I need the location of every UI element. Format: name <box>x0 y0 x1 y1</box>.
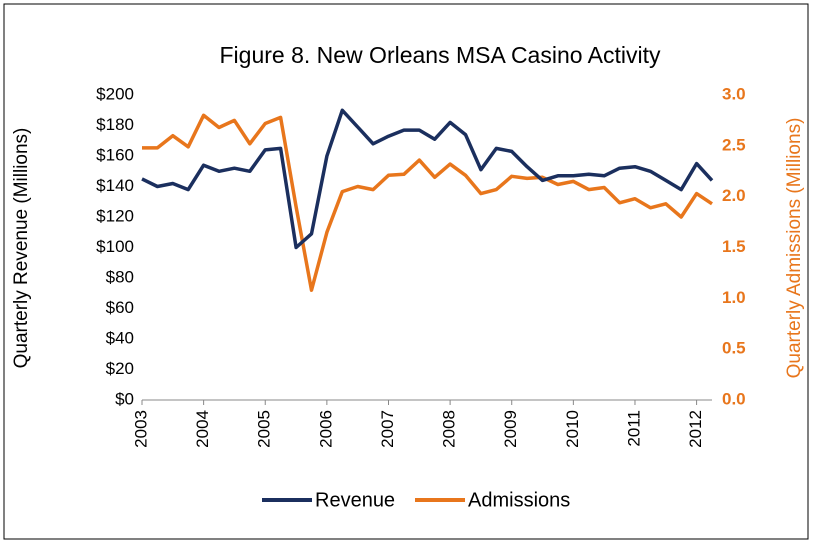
x-tick-label: 2009 <box>501 410 520 448</box>
y-tick-label: $200 <box>96 84 134 103</box>
y2-tick-label: 0.5 <box>722 339 746 358</box>
x-tick-label: 2005 <box>255 410 274 448</box>
x-tick-label: 2012 <box>686 410 705 448</box>
y-tick-label: $60 <box>106 298 134 317</box>
y-tick-label: $160 <box>96 145 134 164</box>
y2-tick-label: 0.0 <box>722 389 746 408</box>
x-tick-label: 2011 <box>624 410 643 447</box>
x-tick-label: 2010 <box>563 410 582 448</box>
chart-border <box>3 3 809 540</box>
y-tick-label: $100 <box>96 237 134 256</box>
y2-tick-label: 2.0 <box>722 186 746 205</box>
y-axis-title: Quarterly Revenue (Millions) <box>11 128 32 369</box>
x-tick-label: 2003 <box>131 410 150 448</box>
y-tick-label: $40 <box>106 328 134 347</box>
y2-tick-label: 3.0 <box>722 84 746 103</box>
chart-title: Figure 8. New Orleans MSA Casino Activit… <box>220 42 661 68</box>
x-tick-label: 2007 <box>378 410 397 448</box>
legend-label: Admissions <box>468 489 570 511</box>
series-line <box>142 113 713 292</box>
y2-tick-label: 1.0 <box>722 288 746 307</box>
y-tick-label: $80 <box>106 267 134 286</box>
legend-label: Revenue <box>315 489 395 511</box>
y-tick-label: $120 <box>96 206 134 225</box>
y-tick-label: $180 <box>96 115 134 134</box>
y2-tick-label: 2.5 <box>722 135 746 154</box>
y-tick-label: $20 <box>106 359 134 378</box>
x-tick-label: 2008 <box>440 410 459 448</box>
y-tick-label: $140 <box>96 176 134 195</box>
series-line <box>141 108 714 250</box>
y2-axis-title: Quarterly Admissions (Millions) <box>784 118 805 379</box>
y-tick-label: $0 <box>115 389 134 408</box>
y2-tick-label: 1.5 <box>722 237 746 256</box>
x-tick-label: 2004 <box>193 410 212 448</box>
x-tick-label: 2006 <box>316 410 335 448</box>
